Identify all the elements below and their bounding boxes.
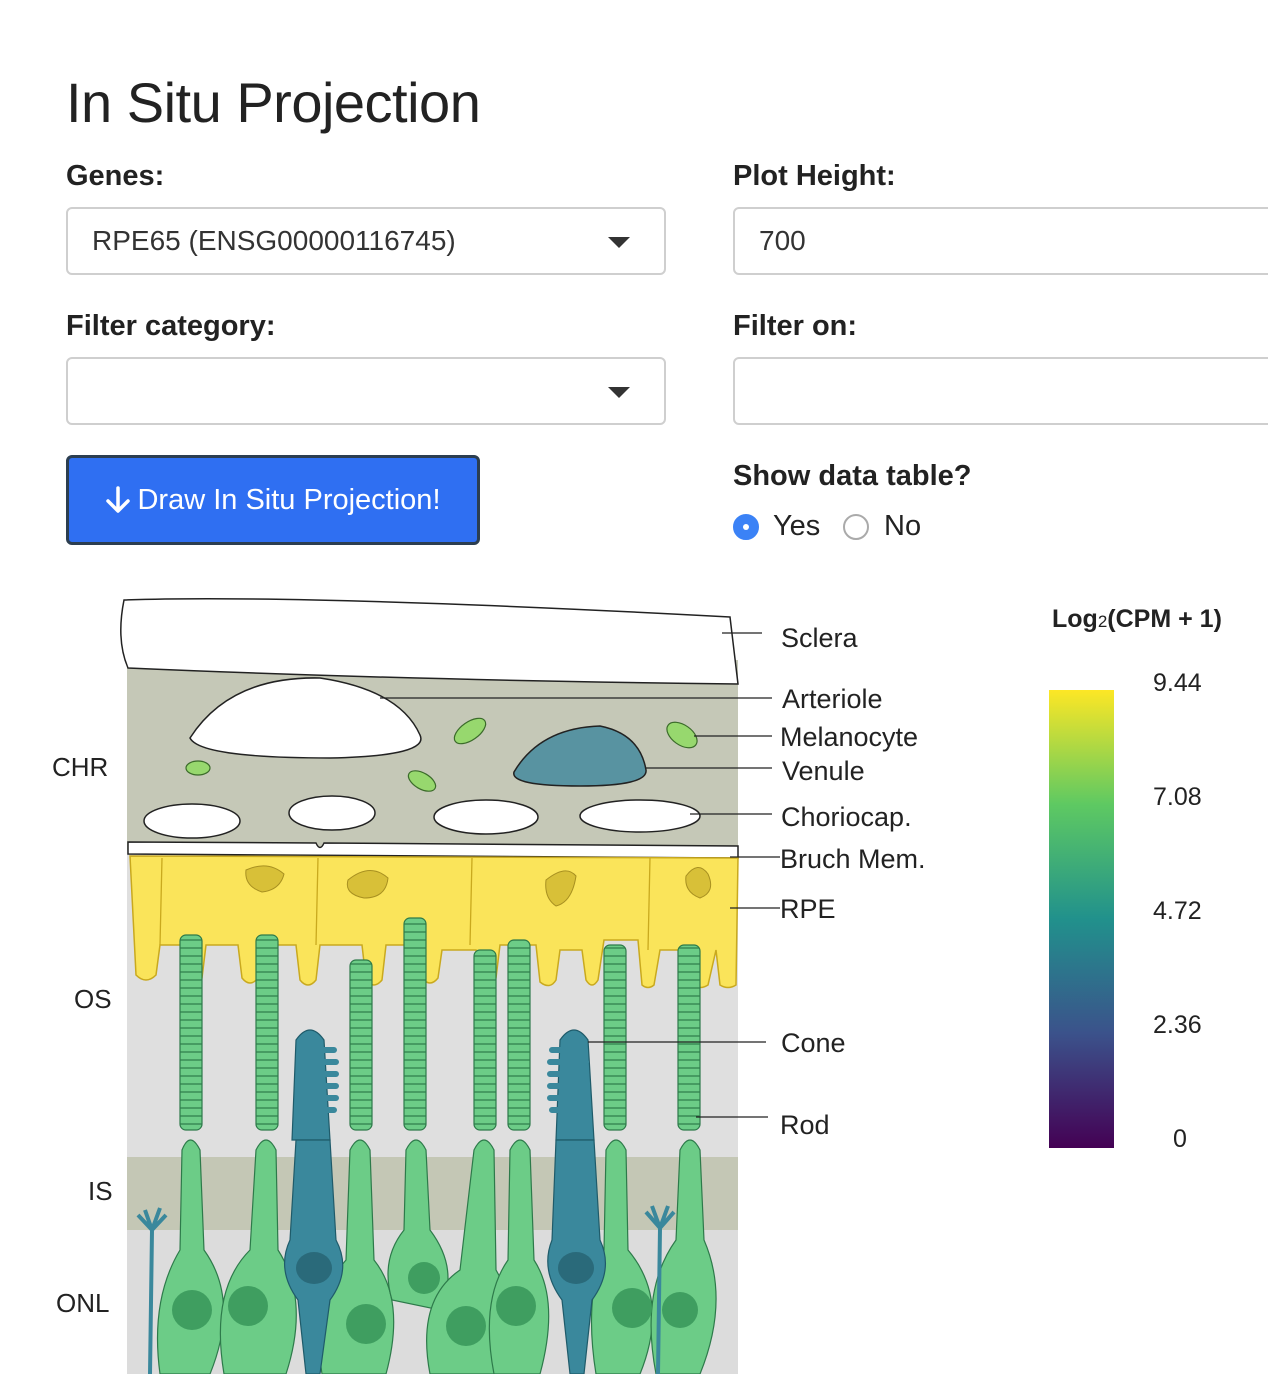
genes-select-value: RPE65 (ENSG00000116745) (92, 225, 456, 256)
choriocapillaris-shape (433, 799, 539, 835)
inner-segment-layer (127, 1157, 738, 1230)
radio-no[interactable] (843, 514, 869, 540)
choriocapillaris-shape (579, 799, 701, 833)
legend-tick: 0 (1173, 1125, 1187, 1153)
arrow-down-icon (106, 486, 131, 513)
melanocyte-shape (185, 760, 211, 776)
sclera-shape (120, 598, 739, 685)
label-melanocyte: Melanocyte (780, 722, 918, 752)
layer-label-onl: ONL (56, 1288, 109, 1318)
legend-colorbar (1049, 690, 1114, 1148)
label-choriocap: Choriocap. (781, 802, 912, 832)
show-table-label: Show data table? (733, 460, 972, 492)
filter-category-select[interactable] (66, 357, 666, 425)
rod-outer-segment (603, 944, 627, 1131)
rod-outer-segment (179, 934, 203, 1131)
draw-projection-label: Draw In Situ Projection! (137, 483, 441, 516)
label-arteriole: Arteriole (782, 684, 883, 714)
caret-down-icon (608, 237, 630, 248)
legend-tick: 9.44 (1153, 669, 1202, 697)
layer-label-chr: CHR (52, 752, 108, 782)
melanocyte-shape (407, 770, 437, 792)
bruch-membrane-shape (127, 841, 739, 859)
arteriole-shape (189, 677, 422, 759)
legend-title: Log2(CPM + 1) (1052, 605, 1222, 633)
genes-label: Genes: (66, 160, 165, 192)
rod-outer-segment (255, 934, 279, 1131)
filter-on-label: Filter on: (733, 310, 858, 342)
rpe-shape (129, 855, 739, 989)
plot-height-input[interactable]: 700 (733, 207, 1268, 275)
filter-on-input[interactable] (733, 357, 1268, 425)
muller-cell (644, 1205, 676, 1374)
plot-height-label: Plot Height: (733, 160, 896, 192)
in-situ-plot: CHR OS IS ONL Sclera Arteriole Melanocyt… (52, 598, 1222, 1374)
layer-label-os: OS (74, 984, 112, 1014)
page-title: In Situ Projection (66, 71, 481, 134)
draw-projection-button[interactable]: Draw In Situ Projection! (66, 455, 480, 545)
rod-outer-segment (507, 939, 531, 1131)
legend-tick: 4.72 (1153, 897, 1202, 925)
muller-cell (136, 1207, 168, 1374)
layer-label-is: IS (88, 1176, 113, 1206)
label-venule: Venule (782, 756, 865, 786)
filter-category-label: Filter category: (66, 310, 276, 342)
label-bruch-mem: Bruch Mem. (780, 844, 926, 874)
legend-tick: 7.08 (1153, 783, 1202, 811)
radio-yes[interactable] (733, 514, 759, 540)
melanocyte-shape (453, 717, 487, 745)
rod-outer-segment (403, 917, 427, 1131)
plot-height-value: 700 (759, 225, 806, 256)
rod-outer-segment (473, 949, 497, 1131)
genes-select[interactable]: RPE65 (ENSG00000116745) (66, 207, 666, 275)
label-sclera: Sclera (781, 623, 859, 653)
radio-no-label: No (884, 510, 922, 542)
melanocyte-shape (666, 721, 698, 749)
rod-outer-segment (677, 944, 701, 1131)
venule-shape (513, 725, 647, 787)
rod-outer-segment (349, 959, 373, 1131)
label-rpe: RPE (780, 894, 836, 924)
label-rod: Rod (780, 1110, 830, 1140)
choriocapillaris-shape (288, 795, 376, 831)
label-cone: Cone (781, 1028, 846, 1058)
choriocapillaris-shape (143, 803, 241, 839)
caret-down-icon (608, 387, 630, 398)
radio-yes-label: Yes (773, 510, 821, 542)
legend-tick: 2.36 (1153, 1011, 1202, 1039)
